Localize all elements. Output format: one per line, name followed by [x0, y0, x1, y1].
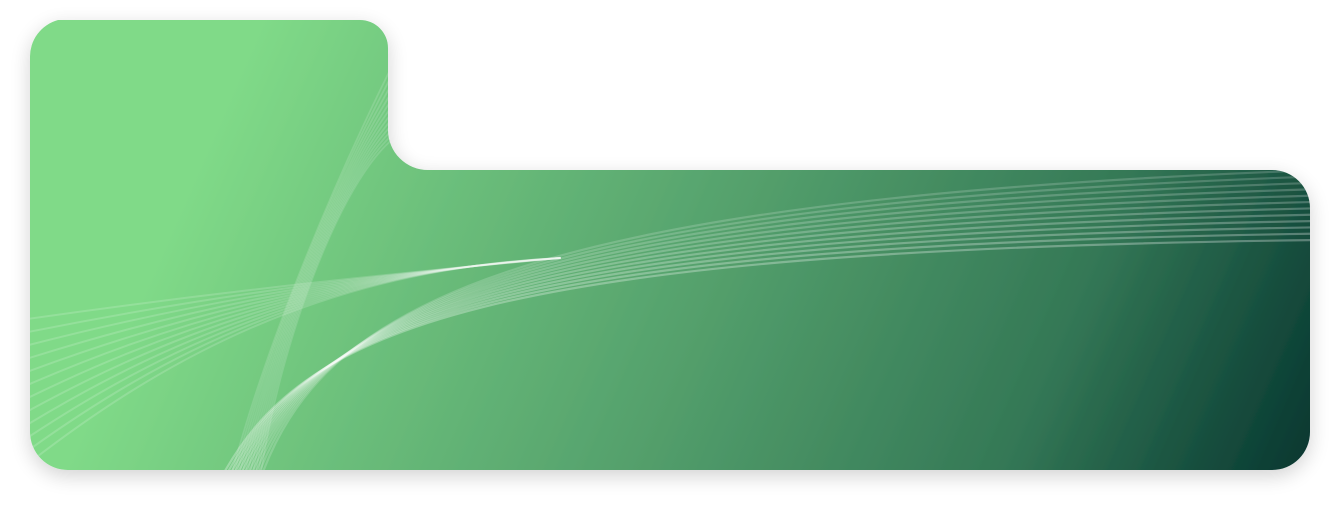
wave-line	[29, 257, 561, 349]
wave-line	[255, 175, 1311, 470]
wave-line	[253, 116, 413, 470]
wave-line	[29, 257, 561, 458]
wave-line	[29, 257, 561, 335]
wave-line	[250, 110, 411, 470]
wave-line	[242, 90, 405, 470]
wave-line	[29, 257, 561, 470]
wave-line	[233, 213, 1311, 470]
wave-line	[240, 200, 1311, 470]
wave-line	[29, 257, 561, 417]
wave-line	[237, 207, 1311, 470]
wave-line	[226, 226, 1311, 470]
wave-line	[29, 257, 561, 431]
wave-line	[218, 238, 1311, 470]
card-shape	[29, 20, 1311, 470]
wave-line	[229, 219, 1311, 470]
wave-line	[240, 84, 404, 470]
wave-line	[237, 78, 402, 470]
wave-line	[29, 257, 561, 390]
wave-line	[234, 71, 400, 470]
wave-line	[29, 257, 561, 444]
wave-line	[231, 65, 398, 470]
wave-line	[247, 187, 1311, 470]
wave-line	[222, 232, 1311, 470]
wave-line	[248, 103, 409, 470]
wave-line	[245, 97, 407, 470]
wave-line	[244, 194, 1311, 470]
wave-line	[251, 181, 1311, 470]
wave-line	[29, 257, 561, 362]
wave-line	[29, 257, 561, 321]
wave-line	[29, 257, 561, 403]
wave-line	[258, 168, 1311, 470]
wave-line	[229, 59, 396, 470]
wave-line	[29, 257, 561, 376]
wave-lines-decoration	[29, 59, 1311, 470]
